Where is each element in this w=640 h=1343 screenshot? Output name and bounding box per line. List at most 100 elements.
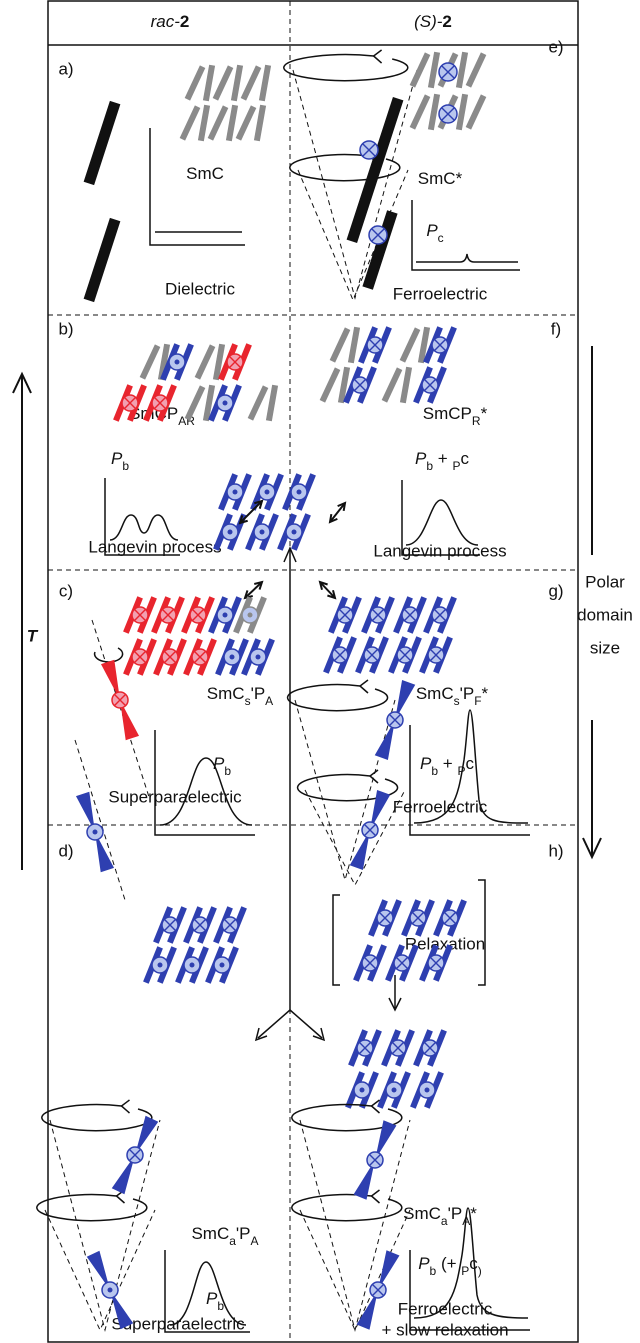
formula: SmCs'PA [207,684,273,708]
dipole-dot [219,962,225,968]
formula-part: SmC* [418,169,463,188]
dipole-cross [441,65,455,79]
arrow-head [254,1027,326,1042]
rotation [41,1103,153,1132]
rod [427,51,441,89]
subscript: R [472,414,481,428]
formula-part: P [426,221,438,240]
rotation [286,683,389,712]
rod [235,105,257,141]
rotation [93,647,124,663]
dipole-cross [429,956,443,970]
rotation [291,1193,403,1222]
rod [197,104,211,142]
rod [258,64,272,102]
dipole-dot [229,654,235,660]
dipole-cross [363,956,377,970]
subscript: P [452,459,460,473]
dipole-dot [222,612,228,618]
header-bold: 2 [180,12,189,31]
rod [184,385,206,421]
rod [362,210,398,290]
header-italic: rac- [151,12,181,31]
dipole-dot [296,489,302,495]
subscript: a [441,1214,448,1228]
formula: SmCa'PA [191,1224,258,1248]
dipole-dot [247,612,253,618]
arrow-head [243,590,253,600]
dipole-cross [363,823,377,837]
dipole-cross [429,648,443,662]
subscript: P [461,1264,469,1278]
rod [207,105,229,141]
formula-part: c [460,449,469,468]
dipole-cross [163,918,177,932]
process-label: Dielectric [165,279,235,298]
rod [230,64,244,102]
arrow-head [318,580,328,590]
rod [409,94,431,130]
panel-label: d) [58,841,73,860]
dipole-dot [391,1087,397,1093]
dipole-cross [388,713,402,727]
dipole-cross [128,1148,142,1162]
subscript: s [245,694,251,708]
dipole-cross [153,396,167,410]
formula-part: (+ [436,1254,461,1273]
subscript: b [224,764,231,778]
formula-part: P [415,449,427,468]
axis-label: T [27,626,39,645]
arrow-head [12,371,32,394]
dipole-dot [222,400,228,406]
formula-part: SmC [403,1204,441,1223]
dipole-dot [174,359,180,365]
arrow-head [368,769,379,784]
graph-axes [411,200,520,271]
rod [399,327,421,363]
formula-part: P [206,1289,218,1308]
dipole-cross [228,355,242,369]
rod [253,104,267,142]
subscript: s [454,694,460,708]
rod [202,384,216,422]
formula-part: P [111,449,123,468]
rod [455,51,469,89]
dipole-dot [259,529,265,535]
panel-label: e) [548,37,563,56]
rotation [36,1193,148,1222]
rod [194,344,216,380]
dipole-cross [353,378,367,392]
dipole-cross [191,608,205,622]
dipole-dot [92,829,98,835]
dipole-cross [371,608,385,622]
rod [455,93,469,131]
dipole-cross [362,143,376,157]
formula-part: P [420,754,432,773]
dipole-cross [378,911,392,925]
formula-part: P [418,1254,430,1273]
process-label: Ferroelectric [398,1299,493,1318]
rod [202,64,216,102]
dipole-cross [423,1041,437,1055]
arrow-head [254,580,264,590]
rod [346,96,404,244]
arrow-head [370,1189,380,1204]
arrow-head [372,49,383,64]
cone [304,789,406,887]
formula-part: 'P [460,684,475,703]
dipole-cross [391,1041,405,1055]
dipole-cross [338,608,352,622]
arrow-head [582,837,602,860]
graph-curve [159,757,253,826]
rod [83,100,121,186]
panel-label: f) [551,319,561,338]
rod [329,327,351,363]
graph-curve [169,1261,247,1326]
formula-part: 'P [251,684,266,703]
formula-part: * [481,404,488,423]
graph-curve [413,1207,529,1319]
formula: SmC* [418,169,463,188]
formula-part: SmC [186,164,224,183]
panel-label: b) [58,319,73,338]
subscript: F [474,694,481,708]
